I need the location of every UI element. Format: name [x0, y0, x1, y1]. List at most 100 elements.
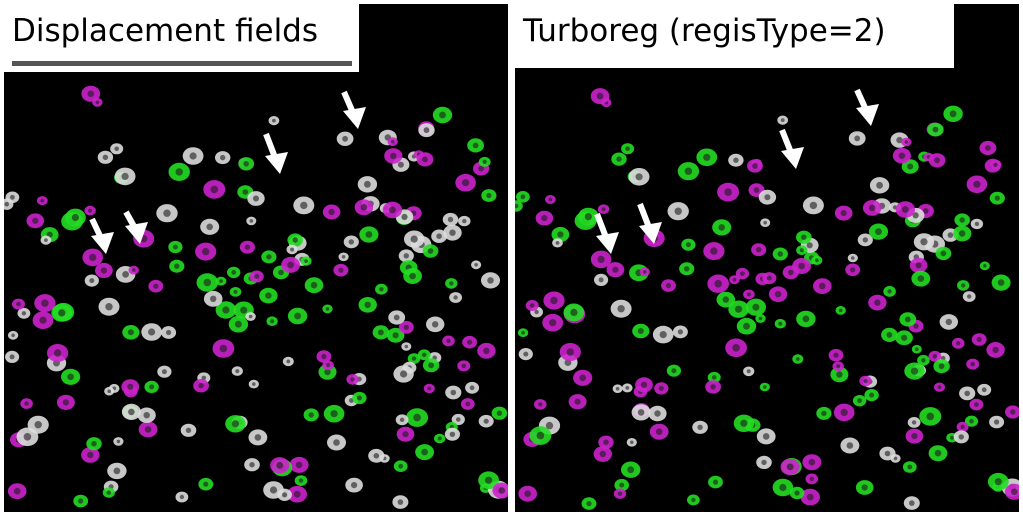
panel-title-text: Displacement fields [12, 13, 319, 49]
cell-nucleus [893, 456, 898, 461]
cell-nucleus [321, 353, 327, 360]
cell-nucleus [794, 490, 800, 496]
cell-nucleus [898, 152, 906, 159]
cell-nucleus [994, 419, 1000, 425]
cell-nucleus [202, 247, 210, 256]
cell-nucleus [148, 328, 156, 336]
cell-nucleus [579, 374, 586, 382]
cell-nucleus [969, 418, 974, 424]
cell-nucleus [515, 203, 519, 209]
cell-nucleus [836, 371, 843, 378]
cell-nucleus [24, 401, 29, 406]
cell-nucleus [541, 215, 548, 222]
arrow-down-icon [263, 132, 288, 174]
cell-nucleus [253, 195, 259, 202]
cell-nucleus [795, 357, 800, 361]
cell-nucleus [911, 433, 918, 440]
cell-nucleus [521, 330, 525, 335]
panel-title-right: Turboreg (regisType=2) [515, 4, 954, 68]
cell-nucleus [298, 478, 304, 483]
cell-nucleus [874, 299, 881, 306]
cell-nucleus [127, 383, 134, 390]
cell-nucleus [806, 493, 814, 501]
cell-nucleus [342, 135, 348, 142]
cell-nucleus [474, 263, 478, 267]
cell-nucleus [364, 301, 371, 308]
cell-nucleus [875, 228, 882, 236]
cell-nucleus [249, 462, 255, 468]
cell-nucleus [403, 324, 409, 330]
cell-nucleus [863, 378, 868, 384]
cell-nucleus [884, 450, 891, 457]
cell-nucleus [21, 311, 27, 316]
cell-nucleus [326, 363, 331, 368]
cell-nucleus [711, 375, 717, 380]
cell-nucleus [201, 375, 207, 381]
cell-nucleus [338, 267, 344, 273]
cell-nucleus [308, 412, 314, 418]
cell-nucleus [206, 223, 213, 231]
cell-nucleus [243, 161, 249, 167]
cell-nucleus [529, 303, 535, 308]
cell-nucleus [248, 314, 253, 319]
cell-nucleus [762, 433, 770, 440]
cell-nucleus [487, 277, 494, 284]
cell-nucleus [389, 206, 396, 214]
cell-nucleus [907, 464, 913, 470]
cell-nucleus [997, 279, 1005, 286]
cell-nucleus [947, 232, 954, 238]
cell-nucleus [373, 453, 380, 459]
cell-nucleus [290, 247, 295, 252]
cell-nucleus [601, 207, 606, 212]
cell-nucleus [270, 319, 275, 324]
cell-nucleus [732, 344, 740, 352]
cell-nucleus [740, 419, 748, 427]
cell-nucleus [850, 267, 856, 273]
cell-nucleus [44, 238, 48, 243]
cell-nucleus [102, 154, 109, 160]
cell-nucleus [912, 212, 919, 219]
cell-nucleus [16, 301, 21, 307]
cell-nucleus [983, 264, 987, 268]
cell-nucleus [174, 263, 180, 269]
cell-nucleus [242, 189, 249, 195]
cell-nucleus [938, 363, 945, 370]
cell-nucleus [456, 417, 461, 422]
cell-nucleus [393, 314, 400, 321]
cell-nucleus [282, 492, 288, 498]
cell-nucleus [244, 244, 251, 250]
cell-nucleus [324, 368, 331, 376]
cell-nucleus [409, 272, 416, 280]
cell-nucleus [161, 369, 167, 375]
cell-nucleus [121, 172, 129, 180]
cell-nucleus [722, 296, 729, 303]
cell-layer [515, 88, 1019, 510]
panel-turboreg: Turboreg (regisType=2) [515, 4, 1019, 512]
cell-nucleus [753, 187, 760, 193]
cell-nucleus [462, 218, 467, 224]
cell-nucleus [697, 424, 703, 430]
cell-nucleus [932, 354, 938, 359]
cell-nucleus [432, 321, 439, 328]
cell-nucleus [11, 333, 15, 338]
cell-nucleus [896, 136, 903, 144]
cell-nucleus [743, 322, 750, 330]
cell-nucleus [814, 258, 819, 263]
cell-nucleus [548, 197, 553, 202]
cell-nucleus [1010, 409, 1016, 415]
cell-nucleus [788, 269, 794, 276]
cell-nucleus [106, 490, 112, 495]
cell-nucleus [901, 206, 909, 213]
cell-nucleus [778, 321, 783, 326]
cell-nucleus [801, 234, 807, 240]
cell-nucleus [87, 451, 94, 459]
cell-nucleus [967, 294, 972, 299]
cell-nucleus [198, 383, 204, 389]
cell-nucleus [840, 408, 848, 416]
cell-nucleus [449, 229, 456, 236]
cell-nucleus [677, 329, 683, 335]
cell-nucleus [10, 194, 15, 200]
cell-nucleus [904, 316, 911, 323]
cell-nucleus [89, 253, 97, 261]
cell-nucleus [973, 180, 981, 188]
